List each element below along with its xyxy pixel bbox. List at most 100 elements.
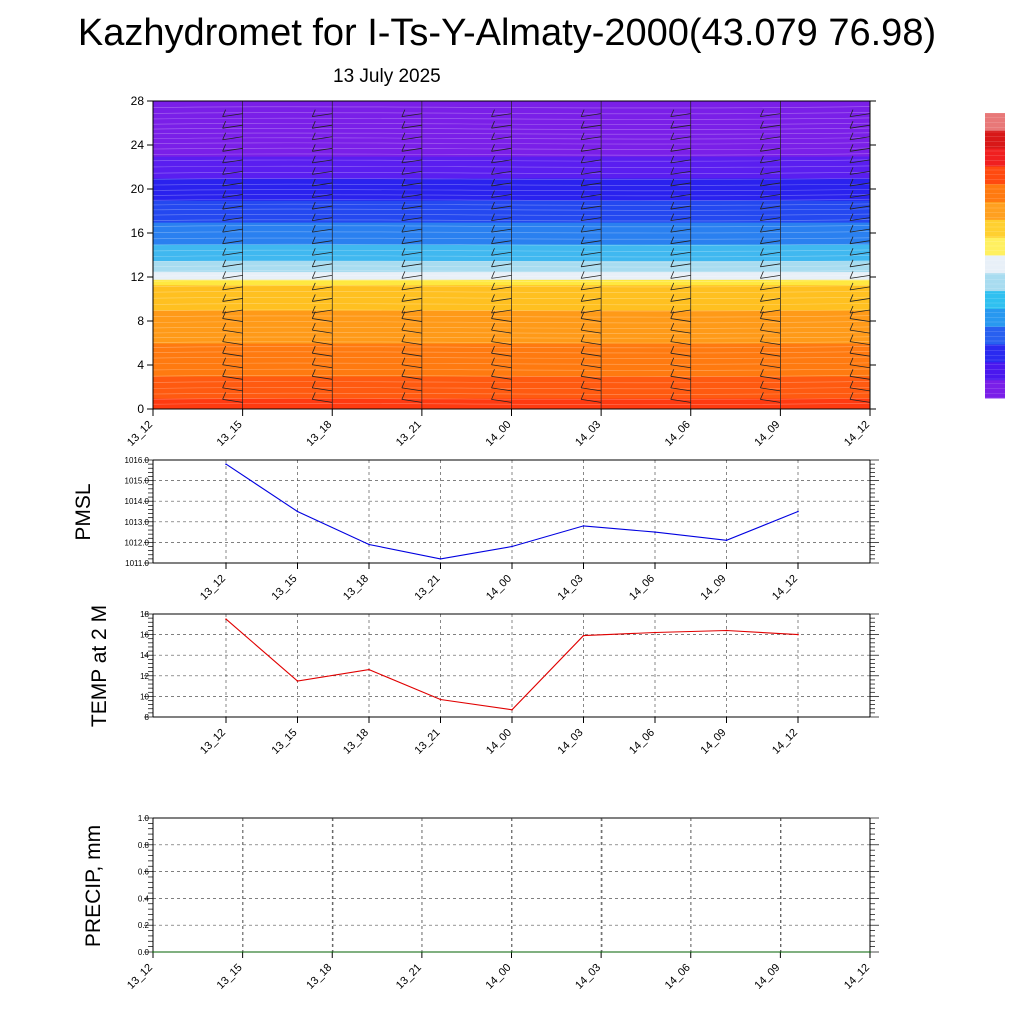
wind-barb-feather (760, 259, 764, 267)
wind-barb (222, 263, 243, 268)
wind-barb (222, 205, 243, 210)
wind-barb (670, 228, 691, 233)
wind-barb (849, 329, 870, 334)
wind-barb (153, 390, 154, 391)
wind-barb-feather (670, 167, 675, 175)
data-point (439, 698, 442, 701)
wind-barb-feather (580, 121, 585, 129)
data-point (152, 951, 154, 953)
wind-barb-feather (580, 144, 585, 152)
wind-barb (312, 159, 333, 164)
x-tick-label: 14_00 (484, 727, 514, 757)
wind-barb-feather (670, 178, 675, 187)
wind-barb-feather (401, 380, 406, 389)
data-point (797, 633, 799, 636)
wind-barb (401, 329, 422, 334)
wind-barb-feather (133, 346, 136, 353)
contour-line (153, 374, 870, 377)
wind-barb-feather (849, 334, 854, 342)
wind-barb-feather (133, 358, 136, 365)
wind-barb-feather (222, 380, 226, 389)
wind-barb (222, 274, 243, 279)
x-tick-label: 14_09 (752, 962, 782, 992)
x-tick-label: 14_09 (752, 419, 782, 449)
wind-barb-feather (670, 334, 675, 342)
wind-barb (401, 341, 422, 346)
wind-barb-feather (401, 305, 406, 314)
wind-barb-feather (849, 144, 854, 152)
wind-barb-feather (133, 306, 136, 313)
wind-barb-feather (311, 248, 316, 256)
wind-barb (581, 375, 602, 380)
y-tick-label: 0.4 (138, 894, 150, 903)
wind-barb-feather (580, 369, 585, 377)
wind-barb (760, 286, 781, 291)
wind-barb-feather (670, 392, 675, 400)
contour-line (153, 279, 870, 282)
contour-line (153, 397, 870, 400)
wind-barb-feather (670, 369, 675, 377)
wind-barb-feather (491, 369, 495, 377)
wind-barb-feather (670, 346, 675, 354)
wind-barb (401, 159, 422, 164)
wind-barb-feather (311, 155, 316, 164)
wind-barb-feather (849, 346, 854, 354)
wind-barb-feather (222, 109, 226, 117)
contour-line (153, 296, 870, 299)
x-tick-label: 13_15 (270, 573, 300, 603)
wind-barb-feather (222, 392, 226, 400)
wind-barb (153, 159, 154, 161)
wind-barb-feather (222, 224, 226, 233)
wind-barb-feather (222, 357, 226, 365)
x-tick-label: 14_06 (627, 727, 657, 757)
wind-barb (670, 286, 691, 291)
wind-barb-feather (133, 110, 136, 117)
wind-barb (581, 387, 602, 392)
wind-barb-feather (580, 346, 585, 354)
wind-barb-feather (580, 201, 585, 210)
wind-barb-feather (760, 121, 764, 129)
wind-barb (491, 375, 512, 380)
wind-barb (491, 399, 512, 403)
x-tick-label: 14_12 (842, 962, 872, 992)
contour-line (153, 356, 870, 359)
data-point (296, 510, 299, 513)
wind-barb (312, 217, 333, 221)
wind-barb-feather (311, 259, 316, 267)
wind-barb-feather (491, 322, 495, 331)
wind-barb (222, 318, 243, 322)
wind-barb-feather (760, 271, 764, 279)
y-tick-label: 0.6 (138, 868, 150, 877)
x-tick-label: 14_06 (663, 962, 693, 992)
x-tick-label: 14_03 (556, 573, 586, 603)
contour-line (153, 255, 870, 258)
wind-barb-feather (580, 167, 585, 175)
wind-barb-feather (580, 178, 585, 187)
wind-barb-feather (670, 213, 675, 221)
wind-barb-feather (222, 369, 226, 377)
x-tick-label: 14_00 (484, 962, 514, 992)
wind-barb-feather (222, 294, 226, 302)
contour-line (153, 219, 870, 222)
wind-barb-feather (311, 369, 316, 377)
data-point (654, 531, 656, 533)
wind-barb-feather (133, 167, 136, 174)
wind-barb (312, 274, 333, 279)
wind-barb (222, 113, 243, 118)
y-tick-label: 16 (131, 226, 145, 240)
contour-line (153, 392, 870, 395)
wind-barb-feather (760, 369, 764, 377)
wind-barb (760, 309, 781, 314)
x-tick-label: 14_03 (556, 727, 586, 757)
wind-barb (581, 147, 602, 152)
wind-barb (312, 263, 333, 268)
wind-barb-feather (580, 305, 585, 314)
wind-barb (670, 171, 691, 175)
wind-barb (401, 182, 422, 187)
y-tick-label: 1014.0 (125, 497, 150, 506)
wind-barb-feather (491, 167, 495, 175)
wind-barb (760, 329, 781, 334)
wind-barb-feather (760, 178, 764, 187)
wind-barb (491, 171, 512, 175)
data-point (368, 543, 370, 546)
